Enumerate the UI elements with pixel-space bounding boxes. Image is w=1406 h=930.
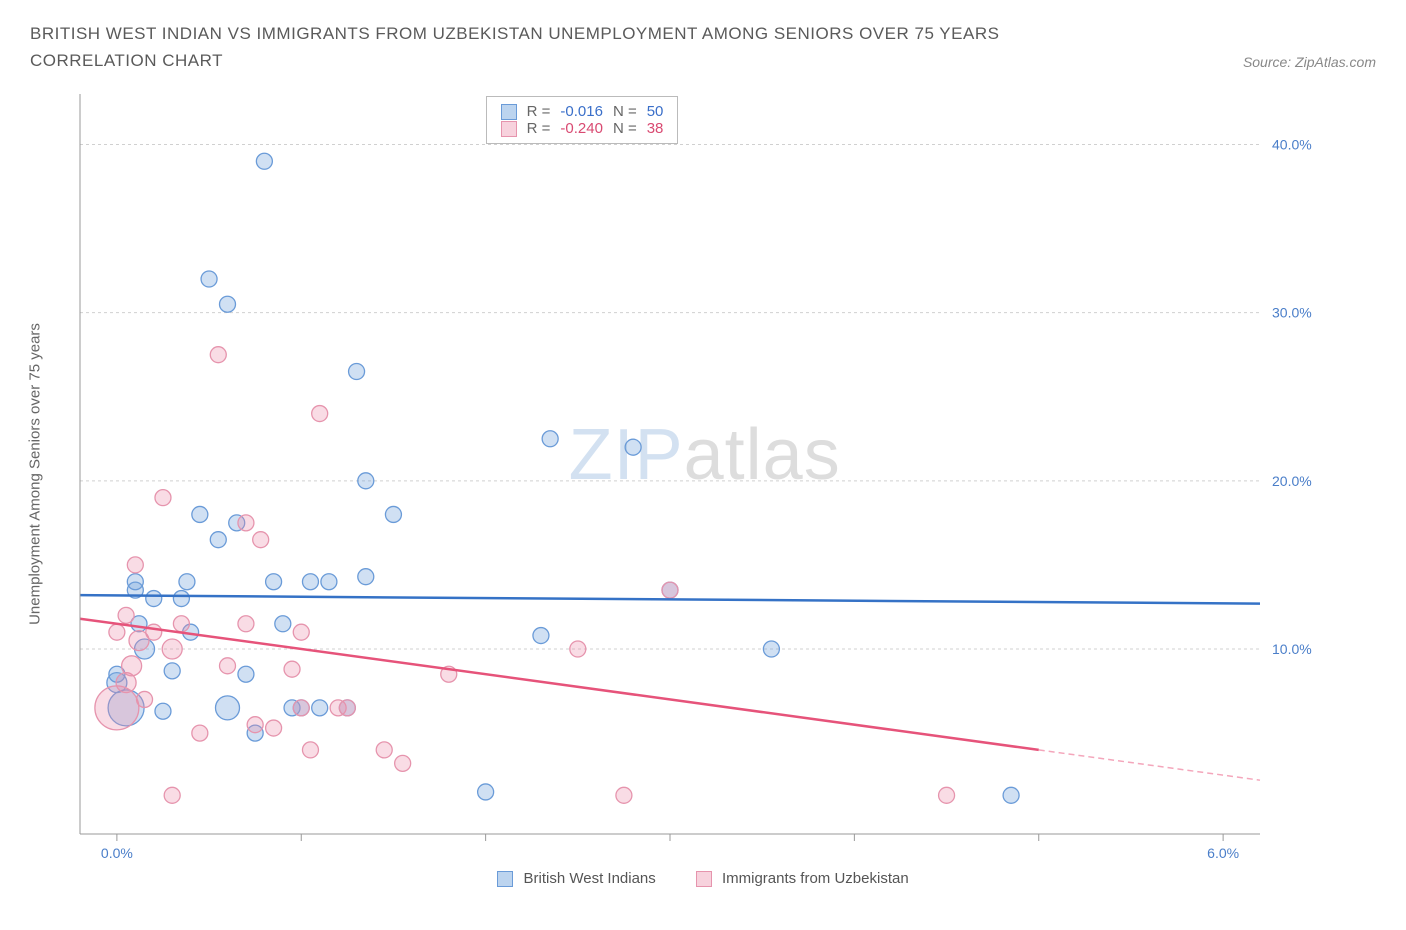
stats-row-series2: R = -0.240 N = 38 bbox=[501, 120, 664, 137]
stats-N-label-2: N = bbox=[613, 120, 637, 137]
chart-area: Unemployment Among Seniors over 75 years… bbox=[60, 84, 1376, 864]
y-axis-label: Unemployment Among Seniors over 75 years bbox=[27, 323, 44, 625]
svg-text:6.0%: 6.0% bbox=[1207, 845, 1239, 861]
chart-header: BRITISH WEST INDIAN VS IMMIGRANTS FROM U… bbox=[30, 20, 1376, 74]
stats-N-value-series1: 50 bbox=[647, 103, 664, 120]
legend-swatch-series1 bbox=[497, 871, 513, 887]
scatter-plot: 10.0% 20.0% 30.0% 40.0% 0.0% 6.0% bbox=[60, 84, 1340, 864]
stats-R-value-series2: -0.240 bbox=[560, 120, 603, 137]
stats-R-label-2: R = bbox=[527, 120, 551, 137]
chart-title: BRITISH WEST INDIAN VS IMMIGRANTS FROM U… bbox=[30, 20, 1130, 74]
legend-item-series2: Immigrants from Uzbekistan bbox=[696, 870, 909, 887]
legend-label-series2: Immigrants from Uzbekistan bbox=[722, 870, 909, 887]
stats-swatch-series2 bbox=[501, 121, 517, 137]
stats-N-value-series2: 38 bbox=[647, 120, 664, 137]
svg-text:10.0%: 10.0% bbox=[1272, 641, 1312, 657]
legend: British West Indians Immigrants from Uzb… bbox=[30, 870, 1376, 887]
svg-text:40.0%: 40.0% bbox=[1272, 137, 1312, 153]
svg-text:20.0%: 20.0% bbox=[1272, 473, 1312, 489]
svg-text:0.0%: 0.0% bbox=[101, 845, 133, 861]
stats-row-series1: R = -0.016 N = 50 bbox=[501, 103, 664, 120]
legend-label-series1: British West Indians bbox=[524, 870, 656, 887]
correlation-stats-box: R = -0.016 N = 50 R = -0.240 N = 38 bbox=[486, 96, 679, 144]
legend-swatch-series2 bbox=[696, 871, 712, 887]
stats-N-label: N = bbox=[613, 103, 637, 120]
legend-item-series1: British West Indians bbox=[497, 870, 655, 887]
source-label: Source: ZipAtlas.com bbox=[1243, 54, 1376, 70]
stats-R-value-series1: -0.016 bbox=[560, 103, 603, 120]
stats-swatch-series1 bbox=[501, 104, 517, 120]
svg-text:30.0%: 30.0% bbox=[1272, 305, 1312, 321]
stats-R-label: R = bbox=[527, 103, 551, 120]
